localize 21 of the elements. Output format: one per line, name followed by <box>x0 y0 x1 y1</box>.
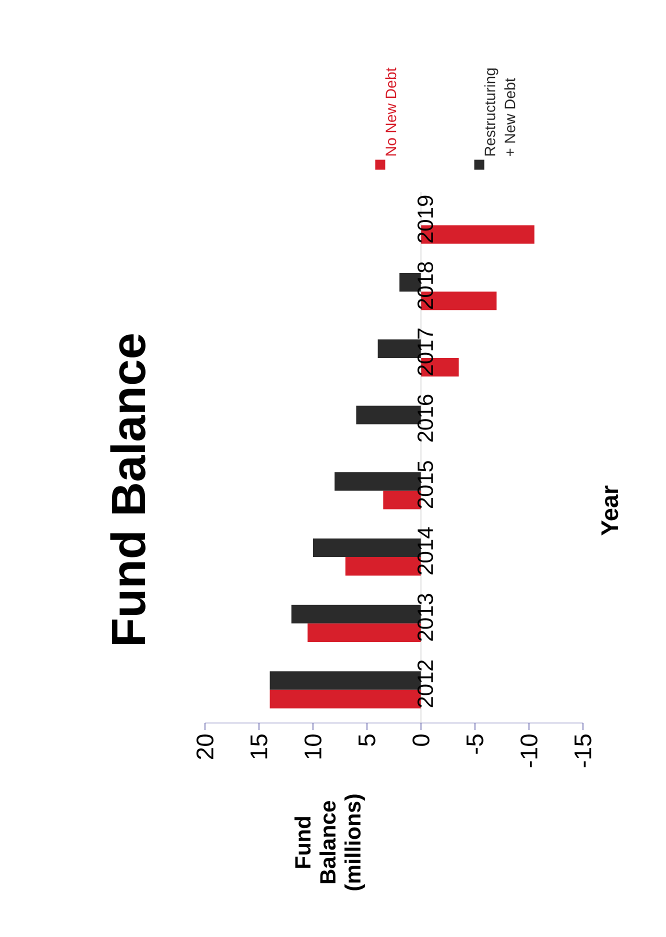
y-tick-label: 2017 <box>418 328 434 376</box>
y-tick-label: 2014 <box>418 527 434 574</box>
x-tick-label: -10 <box>520 734 538 768</box>
y-axis-title: Fund Balance (millions) <box>294 794 365 890</box>
x-tick-label: 0 <box>412 734 430 746</box>
text: Fund Balance <box>110 334 146 644</box>
x-tick-label: -15 <box>574 734 592 768</box>
y-tick-label: 2015 <box>418 461 434 508</box>
x-tick-label: 15 <box>250 734 268 758</box>
y2-axis-title: Year <box>601 486 618 536</box>
x-tick-label: 10 <box>304 734 322 758</box>
y-tick-label: 2012 <box>418 660 434 708</box>
x-tick-label: 20 <box>196 734 214 760</box>
x-tick-label: -5 <box>466 734 484 754</box>
y-tick-label: 2019 <box>418 196 434 243</box>
y-tick-label: 2018 <box>418 262 434 309</box>
x-tick-label: 5 <box>358 734 376 746</box>
text: Restructuring + New Debt <box>484 68 516 156</box>
text: No New Debt <box>385 68 396 156</box>
y-tick-label: 2016 <box>418 394 434 442</box>
y-tick-label: 2013 <box>418 594 434 641</box>
